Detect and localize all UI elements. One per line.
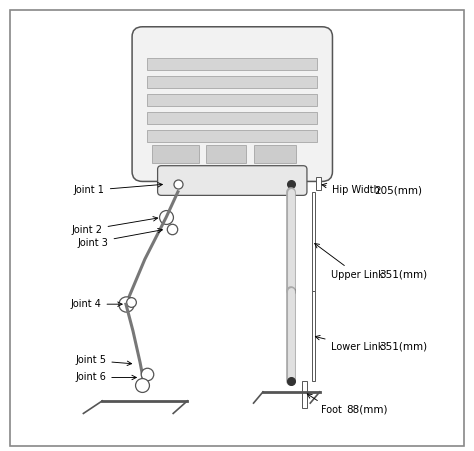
Bar (312, 192, 316, 291)
Text: Joint 1: Joint 1 (74, 183, 162, 195)
Text: Hip Width: Hip Width (322, 183, 379, 195)
Text: Joint 6: Joint 6 (75, 373, 137, 382)
Text: Upper Link: Upper Link (315, 244, 383, 280)
Bar (147, 58, 318, 70)
FancyBboxPatch shape (157, 166, 307, 195)
Text: 88(mm): 88(mm) (346, 405, 388, 415)
Text: 351(mm): 351(mm) (379, 270, 427, 280)
Bar (147, 76, 318, 88)
FancyBboxPatch shape (10, 9, 464, 446)
Bar (302, 381, 307, 408)
Text: Foot: Foot (307, 394, 342, 415)
Text: 351(mm): 351(mm) (379, 342, 427, 352)
Bar (147, 130, 318, 143)
FancyBboxPatch shape (132, 27, 332, 181)
Bar (317, 177, 321, 190)
Bar (147, 112, 318, 124)
Bar (254, 146, 296, 162)
Text: 205(mm): 205(mm) (374, 185, 422, 195)
Text: Joint 2: Joint 2 (72, 216, 158, 235)
Text: Joint 3: Joint 3 (78, 228, 163, 248)
Text: Joint 5: Joint 5 (75, 355, 132, 365)
Bar (147, 94, 318, 106)
Bar (312, 291, 316, 381)
Bar (206, 146, 246, 162)
Text: Joint 4: Joint 4 (71, 299, 122, 309)
Text: Lower Link: Lower Link (315, 336, 383, 352)
Bar (152, 146, 199, 162)
